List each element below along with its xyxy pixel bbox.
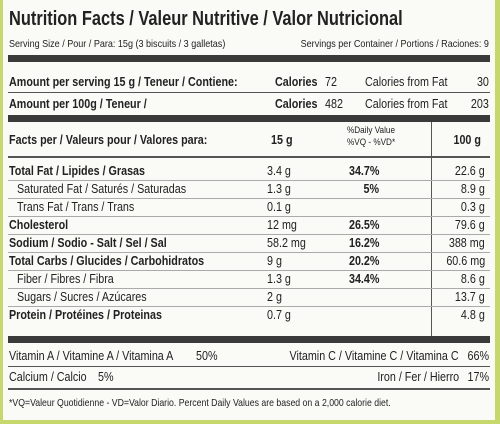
divider <box>8 92 490 93</box>
per-serving: 12 mg <box>267 218 297 232</box>
daily-value: 16.2% <box>348 236 379 250</box>
per-serving: 3.4 g <box>267 164 291 178</box>
divider <box>8 115 490 122</box>
footnote: *VQ=Valeur Quotidienne - VD=Valor Diario… <box>9 397 391 409</box>
per-serving: 1.3 g <box>267 272 291 286</box>
divider <box>8 270 490 271</box>
col-daily-value: %Daily Value <box>347 125 395 136</box>
per-serving: 2 g <box>267 290 282 304</box>
per-serving: 58.2 mg <box>267 236 306 250</box>
divider <box>8 55 490 62</box>
vitamin-value: 17% <box>467 370 489 384</box>
divider <box>8 156 490 158</box>
per-serving: 9 g <box>267 254 282 268</box>
nutrient-label: Trans Fat / Trans / Trans <box>17 200 135 214</box>
nutrient-label: Total Carbs / Glucides / Carbohidratos <box>9 254 205 268</box>
fat-calories-label: Calories from Fat <box>365 75 448 89</box>
vitamin-value: 50% <box>196 349 218 363</box>
vitamin-value: 5% <box>98 370 114 384</box>
calories-label: Calories <box>275 75 318 89</box>
facts-per: Facts per / Valeurs pour / Valores para: <box>9 133 208 147</box>
per-100g: 8.6 g <box>461 272 485 286</box>
amount-label: Amount per 100g / Teneur / <box>9 97 147 111</box>
divider <box>8 198 490 199</box>
vitamin-label: Calcium / Calcio <box>9 370 87 384</box>
daily-value: 34.4% <box>348 272 379 286</box>
vitamin-label: Vitamin C / Vitamine C / Vitamina C <box>289 349 459 363</box>
per-100g: 60.6 mg <box>446 254 485 268</box>
calories: 72 <box>325 75 337 89</box>
vitamin-label: Vitamin A / Vitamine A / Vitamina A <box>9 349 174 363</box>
per-serving: 1.3 g <box>267 182 291 196</box>
per-100g: 388 mg <box>449 236 485 250</box>
divider <box>8 336 490 343</box>
title: Nutrition Facts / Valeur Nutritive / Val… <box>9 8 403 30</box>
vitamin-value: 66% <box>467 349 489 363</box>
calories: 482 <box>325 97 343 111</box>
nutrient-label: Total Fat / Lipides / Grasas <box>9 164 146 178</box>
divider <box>8 288 490 289</box>
col-per-serving: 15 g <box>271 133 293 147</box>
fat-calories: 203 <box>471 97 489 111</box>
amount-label: Amount per serving 15 g / Teneur / Conti… <box>9 75 238 89</box>
daily-value: 34.7% <box>348 164 379 178</box>
nutrition-label: Nutrition Facts / Valeur Nutritive / Val… <box>3 0 495 420</box>
divider <box>8 388 490 390</box>
per-100g: 0.3 g <box>461 200 485 214</box>
daily-value: 26.5% <box>348 218 379 232</box>
daily-value: 5% <box>363 182 379 196</box>
nutrient-label: Protein / Protéines / Proteinas <box>9 308 162 322</box>
divider <box>8 234 490 235</box>
nutrient-label: Saturated Fat / Saturés / Saturadas <box>17 182 187 196</box>
fat-calories: 30 <box>477 75 489 89</box>
column-divider <box>431 122 432 338</box>
daily-value: 20.2% <box>348 254 379 268</box>
calories-label: Calories <box>275 97 318 111</box>
divider <box>8 306 490 307</box>
nutrient-label: Sodium / Sodio - Salt / Sel / Sal <box>9 236 167 250</box>
per-serving: 0.1 g <box>267 200 291 214</box>
col-per-100g: 100 g <box>453 133 481 147</box>
divider <box>8 252 490 253</box>
fat-calories-label: Calories from Fat <box>365 97 448 111</box>
servings-per-container: Servings per Container / Portions / Raci… <box>300 38 489 50</box>
per-100g: 8.9 g <box>461 182 485 196</box>
nutrient-label: Fiber / Fibres / Fibra <box>17 272 114 286</box>
per-100g: 4.8 g <box>461 308 485 322</box>
serving-size: Serving Size / Pour / Para: 15g (3 biscu… <box>9 38 226 50</box>
col-daily-value-codes: %VQ - %VD* <box>347 137 396 148</box>
divider <box>8 216 490 217</box>
per-100g: 13.7 g <box>455 290 485 304</box>
divider <box>8 366 490 367</box>
per-100g: 22.6 g <box>455 164 485 178</box>
nutrient-label: Cholesterol <box>9 218 69 232</box>
per-100g: 79.6 g <box>455 218 485 232</box>
per-serving: 0.7 g <box>267 308 291 322</box>
divider <box>8 180 490 181</box>
nutrient-label: Sugars / Sucres / Azúcares <box>17 290 147 304</box>
vitamin-label: Iron / Fer / Hierro <box>377 370 459 384</box>
